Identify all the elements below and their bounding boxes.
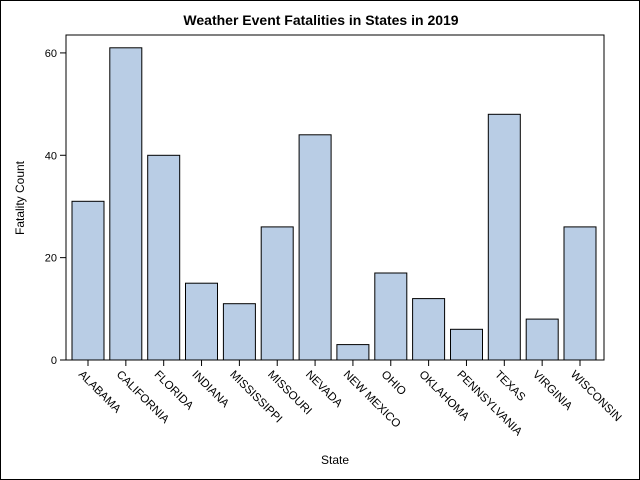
- bar-mississippi: [222, 303, 256, 361]
- bar-nevada: [298, 134, 332, 361]
- x-tick-label: TEXAS: [492, 369, 527, 404]
- x-axis-label: State: [321, 453, 349, 467]
- bar-pennsylvania: [450, 328, 483, 361]
- x-tick-label: INDIANA: [189, 369, 231, 411]
- bar-missouri: [260, 226, 294, 361]
- bar-texas: [487, 113, 521, 361]
- y-tick-label: 20: [45, 253, 57, 265]
- bar-virginia: [525, 318, 559, 361]
- bars-group: [71, 47, 597, 361]
- bar-wisconsin: [563, 226, 597, 361]
- x-tick-label: OHIO: [379, 369, 408, 398]
- y-tick-label: 60: [45, 48, 57, 60]
- x-tick-label: WISCONSIN: [568, 369, 623, 424]
- y-tick-label: 0: [51, 355, 57, 367]
- bar-alabama: [71, 200, 105, 361]
- x-tick-label: VIRGINIA: [530, 369, 574, 413]
- x-axis-ticks: ALABAMACALIFORNIAFLORIDAINDIANAMISSISSIP…: [76, 360, 623, 439]
- plot-area-border: [65, 34, 605, 361]
- bar-oklahoma: [412, 298, 446, 361]
- y-axis-ticks: 0 20 40 60: [45, 48, 66, 367]
- bar-new-mexico: [336, 344, 370, 361]
- bar-indiana: [185, 282, 218, 361]
- y-tick-label: 40: [45, 150, 57, 162]
- y-axis-label: Fatality Count: [13, 160, 27, 235]
- x-tick-label: PENNSYLVANIA: [454, 369, 524, 439]
- bar-florida: [147, 154, 181, 361]
- bar-ohio: [374, 272, 408, 361]
- chart-title: Weather Event Fatalities in States in 20…: [183, 12, 458, 28]
- bar-california: [109, 47, 143, 361]
